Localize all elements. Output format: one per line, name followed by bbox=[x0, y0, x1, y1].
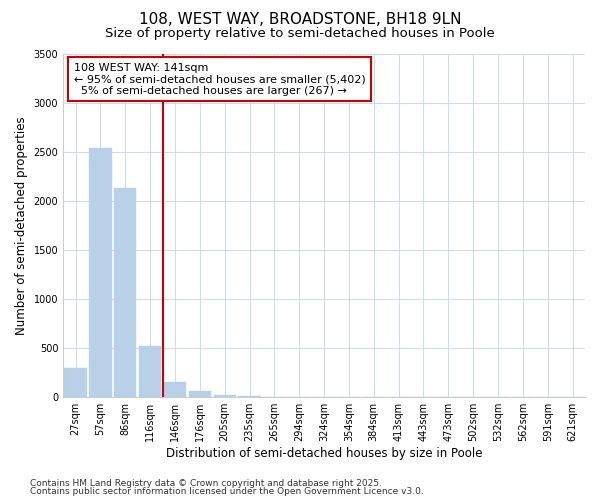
Bar bbox=[139, 346, 161, 397]
Text: 108, WEST WAY, BROADSTONE, BH18 9LN: 108, WEST WAY, BROADSTONE, BH18 9LN bbox=[139, 12, 461, 28]
Text: Contains HM Land Registry data © Crown copyright and database right 2025.: Contains HM Land Registry data © Crown c… bbox=[30, 478, 382, 488]
X-axis label: Distribution of semi-detached houses by size in Poole: Distribution of semi-detached houses by … bbox=[166, 447, 482, 460]
Y-axis label: Number of semi-detached properties: Number of semi-detached properties bbox=[15, 116, 28, 335]
Bar bbox=[114, 188, 136, 397]
Bar bbox=[164, 382, 186, 397]
Text: Size of property relative to semi-detached houses in Poole: Size of property relative to semi-detach… bbox=[105, 28, 495, 40]
Bar bbox=[188, 392, 211, 397]
Bar bbox=[89, 148, 112, 397]
Bar bbox=[214, 395, 236, 397]
Bar bbox=[64, 368, 87, 397]
Text: 108 WEST WAY: 141sqm
← 95% of semi-detached houses are smaller (5,402)
  5% of s: 108 WEST WAY: 141sqm ← 95% of semi-detac… bbox=[74, 62, 365, 96]
Bar bbox=[238, 396, 261, 397]
Text: Contains public sector information licensed under the Open Government Licence v3: Contains public sector information licen… bbox=[30, 487, 424, 496]
